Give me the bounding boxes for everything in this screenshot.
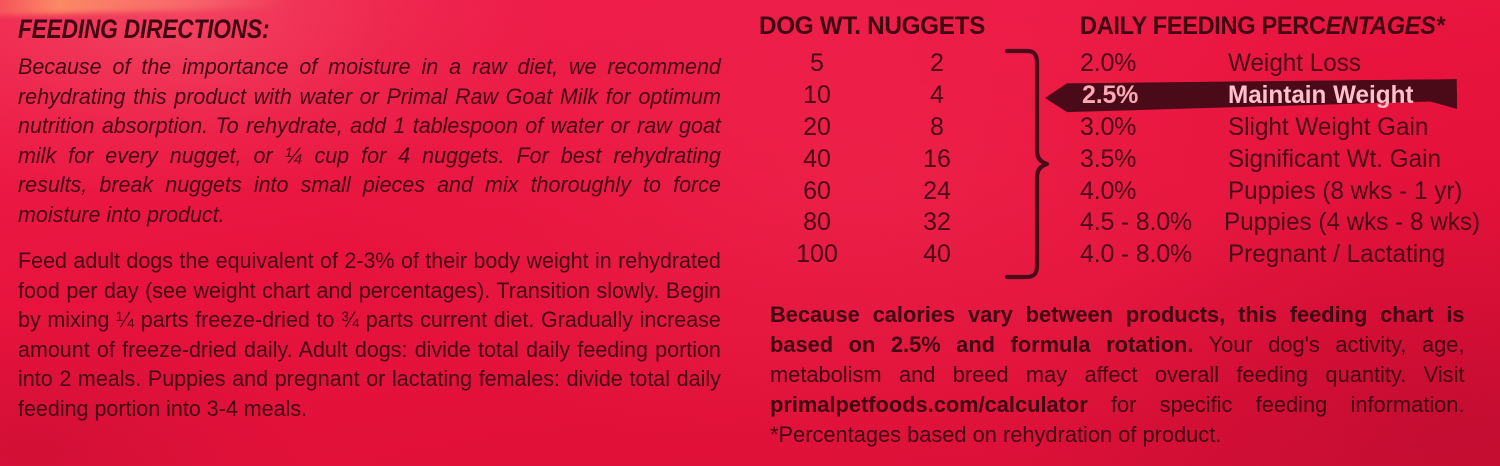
nuggets-value: 24	[923, 176, 951, 205]
percentage-label: Slight Weight Gain	[1228, 112, 1429, 141]
percentage-label: Puppies (8 wks - 1 yr)	[1228, 176, 1463, 205]
feeding-directions-heading: FEEDING DIRECTIONS:	[18, 14, 270, 44]
percentage-label: Weight Loss	[1228, 49, 1361, 78]
note-part-1: Because calories vary between products, …	[770, 302, 1465, 357]
nuggets-value: 4	[930, 81, 944, 110]
nuggets-value: 2	[930, 49, 944, 78]
header-daily-suffix: ENTAGES*	[1325, 12, 1445, 40]
percentage-label: Significant Wt. Gain	[1228, 144, 1441, 173]
dog-weight-value: 40	[803, 144, 831, 173]
percentage-value: 2.5%	[1082, 81, 1139, 110]
weight-table-row: 40 16	[757, 143, 1007, 175]
header-daily-prefix: DAILY FEEDING PERC	[1080, 12, 1326, 40]
dog-weight-value: 10	[803, 81, 831, 110]
percentage-value: 2.0%	[1080, 49, 1137, 78]
dog-weight-nuggets-table: 5 2 10 4 20 8 40 16 60 24 80 32 100 40	[757, 48, 1007, 271]
nuggets-value: 32	[923, 208, 951, 237]
percentage-value: 4.0%	[1080, 176, 1137, 205]
dog-weight-value: 5	[810, 49, 824, 78]
note-part-3: for specific feeding information. *Perce…	[770, 392, 1465, 447]
chart-header-row: DOG WT. NUGGETS DAILY FEEDING PERCENTAGE…	[757, 12, 1487, 44]
daily-feeding-percentages-table: 2.0% Weight Loss 2.5% Maintain Weight 3.0% Sl…	[1078, 48, 1488, 271]
percentage-label: Maintain Weight	[1228, 81, 1414, 110]
percentage-value: 4.5 - 8.0%	[1080, 208, 1192, 237]
dog-weight-value: 20	[803, 112, 831, 141]
dog-weight-value: 100	[796, 240, 838, 269]
dog-weight-value: 60	[803, 176, 831, 205]
feeding-amount-paragraph: Feed adult dogs the equivalent of 2-3% o…	[18, 248, 721, 421]
percentage-value: 3.5%	[1080, 144, 1137, 173]
weight-table-row: 100 40	[757, 239, 1007, 271]
column-header-daily-feeding-percentages: DAILY FEEDING PERCENTAGES*	[1080, 12, 1445, 41]
percentage-row: 2.0% Weight Loss	[1078, 48, 1488, 80]
note-part-2: Your dog's activity, age, metabolism and…	[770, 332, 1465, 387]
percentage-label: Puppies (4 wks - 8 wks)	[1224, 208, 1481, 237]
weight-table-row: 20 8	[757, 112, 1007, 144]
calorie-disclaimer-note: Because calories vary between products, …	[770, 300, 1465, 450]
percentage-label: Pregnant / Lactating	[1228, 240, 1446, 269]
rehydration-paragraph: Because of the importance of moisture in…	[18, 54, 721, 227]
percentage-value: 3.0%	[1080, 112, 1137, 141]
brace-bracket-icon	[1004, 48, 1051, 280]
nuggets-value: 16	[923, 144, 951, 173]
feeding-directions-section: FEEDING DIRECTIONS: Because of the impor…	[18, 14, 754, 423]
percentage-row-highlighted: 2.5% Maintain Weight	[1078, 80, 1488, 112]
feeding-chart-section: DOG WT. NUGGETS DAILY FEEDING PERCENTAGE…	[757, 12, 1487, 280]
column-header-dog-weight-nuggets: DOG WT. NUGGETS	[759, 12, 986, 40]
weight-table-row: 10 4	[757, 80, 1007, 112]
percentage-value: 4.0 - 8.0%	[1080, 240, 1192, 269]
percentage-row: 3.0% Slight Weight Gain	[1078, 112, 1488, 144]
nuggets-value: 40	[923, 240, 951, 269]
percentage-row: 3.5% Significant Wt. Gain	[1078, 143, 1488, 175]
percentage-row: 4.5 - 8.0% Puppies (4 wks - 8 wks)	[1078, 207, 1488, 239]
percentage-row: 4.0 - 8.0% Pregnant / Lactating	[1078, 239, 1488, 271]
dog-weight-value: 80	[803, 208, 831, 237]
percentage-row: 4.0% Puppies (8 wks - 1 yr)	[1078, 175, 1488, 207]
weight-table-row: 80 32	[757, 207, 1007, 239]
calculator-url[interactable]: primalpetfoods.com/calculator	[770, 392, 1088, 417]
weight-table-row: 60 24	[757, 175, 1007, 207]
nuggets-value: 8	[930, 112, 944, 141]
